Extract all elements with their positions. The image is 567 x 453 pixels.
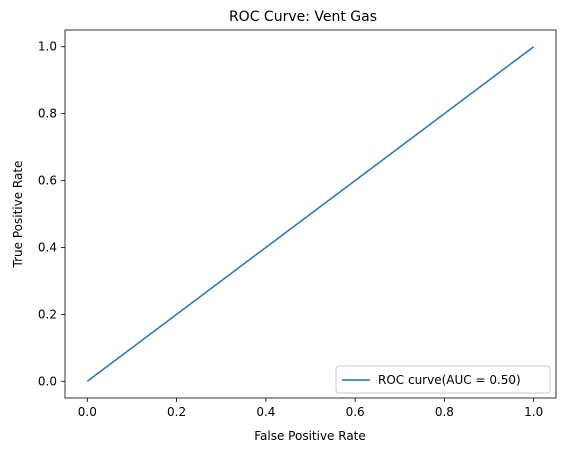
roc-curve-line (86, 46, 535, 382)
x-tick-label: 0.6 (346, 405, 365, 419)
x-tick-label: 0.0 (78, 405, 97, 419)
legend-series-label: ROC curve(AUC = 0.50) (378, 373, 521, 387)
x-tick-label: 1.0 (524, 405, 543, 419)
y-tick-label: 0.6 (38, 174, 57, 188)
y-tick-label: 0.0 (38, 374, 57, 388)
y-tick-label: 0.8 (38, 107, 57, 121)
y-tick-label: 0.2 (38, 307, 57, 321)
x-axis-ticks: 0.0 0.2 0.4 0.6 0.8 1.0 (78, 398, 543, 419)
y-axis-label: True Positive Rate (11, 161, 25, 269)
y-axis-ticks: 0.0 0.2 0.4 0.6 0.8 1.0 (38, 40, 65, 388)
x-axis-label: False Positive Rate (254, 429, 366, 443)
x-tick-label: 0.8 (435, 405, 454, 419)
legend-box (335, 365, 551, 394)
y-tick-label: 1.0 (38, 40, 57, 54)
legend: ROC curve(AUC = 0.50) (335, 365, 551, 394)
x-tick-label: 0.2 (167, 405, 186, 419)
x-tick-label: 0.4 (256, 405, 275, 419)
y-tick-label: 0.4 (38, 240, 57, 254)
chart-title: ROC Curve: Vent Gas (229, 9, 377, 25)
